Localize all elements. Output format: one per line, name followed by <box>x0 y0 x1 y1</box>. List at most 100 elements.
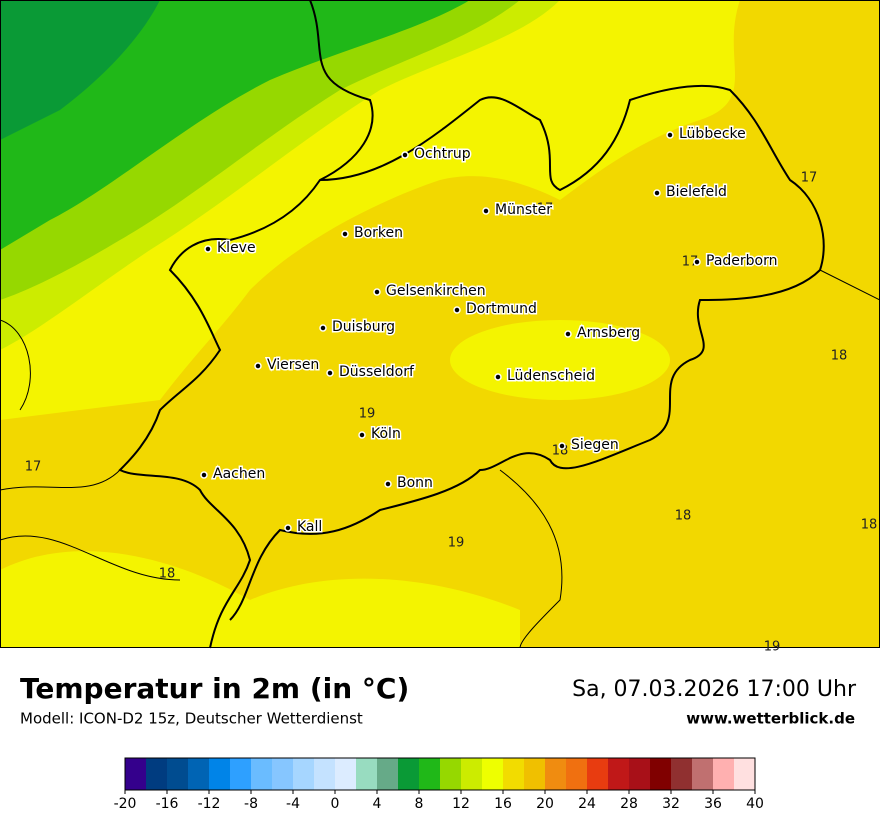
legend-tick-label: 40 <box>746 796 764 812</box>
city-dot <box>254 362 262 370</box>
city-label: Paderborn <box>706 253 777 269</box>
legend-tick-label: 12 <box>452 796 470 812</box>
legend-swatch <box>398 758 420 790</box>
legend-tick-label: 24 <box>578 796 596 812</box>
temperature-label: 19 <box>448 536 465 551</box>
legend-tick-label: -16 <box>156 796 179 812</box>
map-region <box>0 0 470 250</box>
legend-tick-label: 16 <box>494 796 512 812</box>
city-dot <box>200 471 208 479</box>
city-dot <box>319 324 327 332</box>
city-dot <box>358 431 366 439</box>
city-dot <box>558 442 566 450</box>
city-label: Viersen <box>267 357 319 373</box>
city-label: Bielefeld <box>666 184 727 200</box>
legend-swatch <box>671 758 693 790</box>
city-dot <box>693 258 701 266</box>
city-dot <box>284 524 292 532</box>
legend-swatch <box>356 758 378 790</box>
legend-swatch <box>146 758 168 790</box>
temperature-label: 17 <box>25 460 42 475</box>
legend-swatch <box>545 758 567 790</box>
legend-tick-label: 32 <box>662 796 680 812</box>
city-dot <box>453 306 461 314</box>
legend-swatch <box>587 758 609 790</box>
temperature-label: 19 <box>359 407 376 422</box>
legend-swatch <box>251 758 273 790</box>
map-region <box>450 320 670 400</box>
temperature-label: 18 <box>831 349 848 364</box>
legend-swatch <box>524 758 546 790</box>
legend-tick-label: -8 <box>244 796 258 812</box>
model-info: Modell: ICON-D2 15z, Deutscher Wetterdie… <box>20 710 363 728</box>
temperature-label: 19 <box>764 640 781 655</box>
website: www.wetterblick.de <box>686 710 855 728</box>
map <box>0 0 880 649</box>
legend-swatch <box>230 758 252 790</box>
city-dot <box>564 330 572 338</box>
legend-swatch <box>713 758 735 790</box>
legend-swatch <box>692 758 714 790</box>
city-dot <box>653 189 661 197</box>
legend-swatch <box>293 758 315 790</box>
city-label: Köln <box>371 426 401 442</box>
city-label: Münster <box>495 202 552 218</box>
legend-swatch <box>461 758 483 790</box>
legend-swatch <box>608 758 630 790</box>
legend-tick-label: -4 <box>286 796 300 812</box>
city-label: Kall <box>297 519 322 535</box>
legend-swatch <box>272 758 294 790</box>
legend-swatch <box>566 758 588 790</box>
city-label: Borken <box>354 225 403 241</box>
legend-swatch <box>377 758 399 790</box>
legend-tick-label: -12 <box>198 796 221 812</box>
city-label: Ochtrup <box>414 146 471 162</box>
border <box>118 0 825 649</box>
legend-tick-label: 4 <box>373 796 382 812</box>
city-label: Aachen <box>213 466 265 482</box>
legend-tick-label: 0 <box>331 796 340 812</box>
legend-swatch <box>209 758 231 790</box>
legend-tick-label: 20 <box>536 796 554 812</box>
city-label: Arnsberg <box>577 325 640 341</box>
city-label: Lübbecke <box>679 126 746 142</box>
legend-swatch <box>440 758 462 790</box>
legend-swatch <box>482 758 504 790</box>
city-dot <box>482 207 490 215</box>
city-dot <box>384 480 392 488</box>
legend-swatch <box>503 758 525 790</box>
map-region <box>0 0 160 140</box>
legend-swatch <box>125 758 147 790</box>
border <box>0 269 880 649</box>
city-dot <box>204 245 212 253</box>
legend-swatch <box>335 758 357 790</box>
city-dot <box>494 373 502 381</box>
legend-tick-label: 28 <box>620 796 638 812</box>
legend-tick-label: -20 <box>114 796 137 812</box>
legend-swatch <box>167 758 189 790</box>
legend-swatch <box>734 758 756 790</box>
city-label: Lüdenscheid <box>507 368 595 384</box>
city-label: Siegen <box>571 437 619 453</box>
temperature-label: 17 <box>537 202 554 217</box>
temperature-label: 17 <box>801 171 818 186</box>
datetime: Sa, 07.03.2026 17:00 Uhr <box>572 677 857 702</box>
temperature-label: 18 <box>675 509 692 524</box>
city-label: Duisburg <box>332 319 395 335</box>
city-label: Kleve <box>217 240 256 256</box>
legend-swatch <box>188 758 210 790</box>
legend-tick-label: 36 <box>704 796 722 812</box>
legend-frame <box>124 757 756 791</box>
legend-swatch <box>629 758 651 790</box>
temperature-label: 18 <box>159 567 176 582</box>
temperature-label: 18 <box>861 518 878 533</box>
city-dot <box>373 288 381 296</box>
city-label: Bonn <box>397 475 433 491</box>
city-label: Gelsenkirchen <box>386 283 486 299</box>
legend-swatch <box>314 758 336 790</box>
city-dot <box>666 131 674 139</box>
map-region <box>0 551 520 648</box>
legend-swatch <box>419 758 441 790</box>
title: Temperatur in 2m (in °C) <box>20 672 409 705</box>
